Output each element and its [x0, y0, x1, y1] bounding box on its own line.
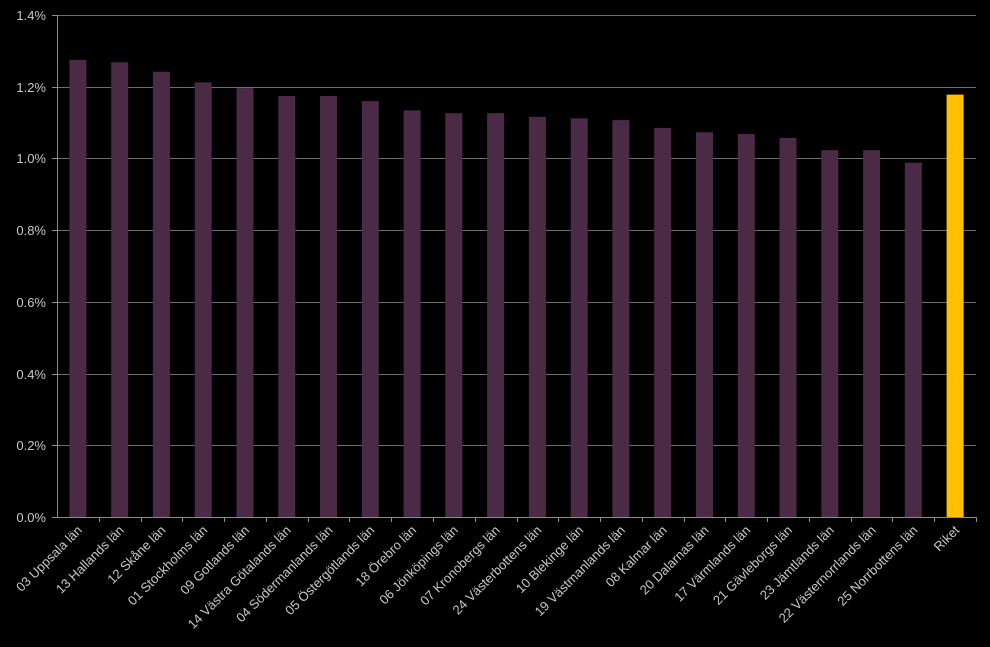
bar [737, 134, 755, 517]
bar [904, 162, 922, 517]
x-category-label: 23 Jämtlands län [757, 523, 837, 603]
bar [152, 71, 170, 517]
bar [863, 150, 881, 517]
bar [570, 118, 588, 518]
bar [361, 101, 379, 517]
y-tick-label: 1.2% [16, 80, 46, 95]
bar [69, 59, 87, 518]
bar [821, 150, 839, 517]
bar [528, 116, 546, 518]
bar [696, 132, 713, 518]
y-tick-label: 1.4% [16, 8, 46, 23]
bar [654, 127, 672, 518]
bar [612, 120, 630, 517]
x-category-label: Riket [931, 522, 963, 554]
bars [69, 59, 964, 518]
bar [320, 96, 337, 517]
bar [445, 113, 463, 517]
bar [403, 110, 421, 518]
x-category-label: 06 Jönköpings län [376, 523, 461, 608]
y-tick-label: 0.4% [16, 367, 46, 382]
bar [487, 113, 505, 517]
bar [194, 82, 212, 518]
y-tick-label: 1.0% [16, 151, 46, 166]
x-category-label: 25 Norrbottens län [834, 523, 920, 609]
y-tick-label: 0.0% [16, 510, 46, 525]
y-tick-label: 0.2% [16, 438, 46, 453]
bar [779, 138, 797, 517]
bar [111, 62, 129, 518]
bar-riket [946, 94, 964, 517]
bar [278, 96, 296, 517]
x-category-label: 17 Värmlands län [671, 523, 753, 605]
y-axis-tick-labels: 0.0% 0.2% 0.4% 0.6% 0.8% 1.0% 1.2% 1.4% [16, 8, 46, 525]
y-tick-label: 0.8% [16, 223, 46, 238]
axes [52, 15, 977, 522]
bar [236, 88, 254, 517]
y-tick-label: 0.6% [16, 295, 46, 310]
